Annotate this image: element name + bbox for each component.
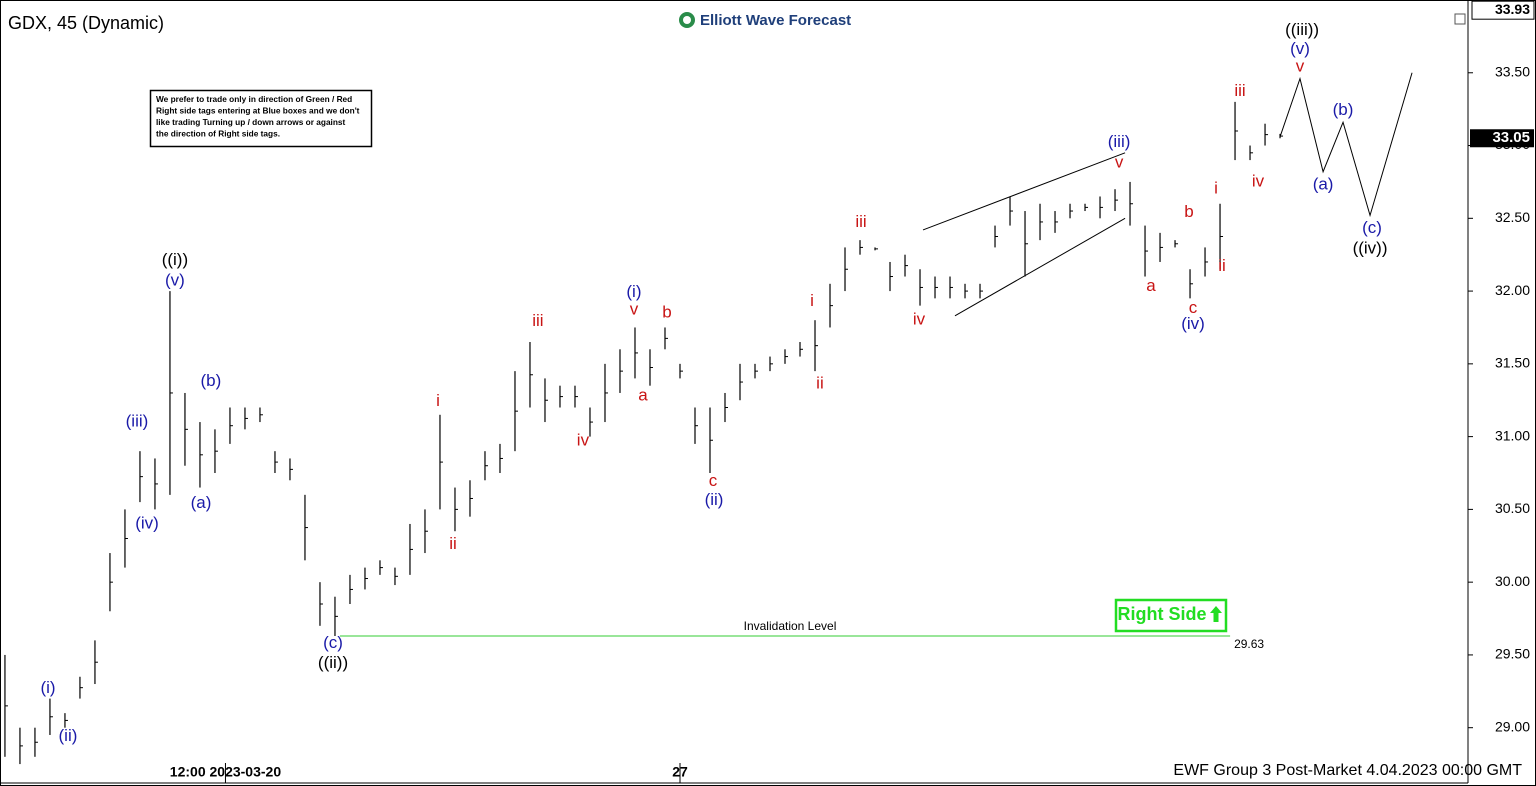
wave-label: iv [913,310,926,329]
badge-arrow [1210,606,1222,622]
wave-label: (v) [165,270,185,289]
wave-label: iii [855,212,866,231]
wave-label: (ii) [705,490,724,509]
wave-label: iv [577,430,590,449]
wave-label: iii [532,311,543,330]
wave-label: ((i)) [162,250,188,269]
wave-label: ((iv)) [1353,238,1388,257]
note: We prefer to trade only in direction of … [156,94,360,139]
y-tick-label: 31.00 [1495,427,1530,443]
wave-label: (iv) [1181,314,1205,333]
y-tick-label: 29.50 [1495,646,1530,662]
note-line: Right side tags entering at Blue boxes a… [156,106,360,116]
wave-label: (b) [1333,100,1354,119]
wave-label: v [1115,152,1124,171]
wave-label: iv [1252,171,1265,190]
wave-label: c [709,471,718,490]
y-tick-label: 32.50 [1495,209,1530,225]
y-tick-label: 31.50 [1495,355,1530,371]
x-tick-label: 27 [672,764,688,780]
wave-label: b [662,302,671,321]
y-tick-label: 33.50 [1495,63,1530,79]
wave-label: ((ii)) [318,653,348,672]
wave-label: b [1184,202,1193,221]
y-tick-label: 30.00 [1495,573,1530,589]
logo-text: Elliott Wave Forecast [700,12,851,29]
wave-label: ((iii)) [1285,20,1319,39]
note-line: like trading Turning up / down arrows or… [156,117,346,127]
wave-label: (a) [191,493,212,512]
invalidation-label: Invalidation Level [744,619,837,633]
note-line: We prefer to trade only in direction of … [156,94,352,104]
icon [1454,13,1466,25]
x-tick-label: 12:00 2023-03-20 [170,764,282,780]
wave-label: i [1214,179,1218,198]
note-box [149,89,373,148]
wave-label: c [1189,298,1198,317]
note-line: the direction of Right side tags. [156,129,280,139]
wave-label: (i) [626,282,641,301]
wave-label: (iii) [1108,132,1131,151]
wave-label: i [810,291,814,310]
wave-label: (c) [323,633,343,652]
wave-label: (iii) [126,412,149,431]
wave-label: (c) [1362,218,1382,237]
wave-label: ii [449,534,457,553]
wave-label: ii [1218,256,1226,275]
wave-label: a [638,385,648,404]
wave-label: ii [816,374,824,393]
y-tick-label: 30.50 [1495,500,1530,516]
wave-label: (ii) [59,726,78,745]
badge-text: Right Side [1118,604,1207,624]
wave-label: v [1296,56,1305,75]
badge-box [1114,598,1228,633]
wave-label: iii [1234,81,1245,100]
wave-label: i [436,391,440,410]
projection-path [1279,72,1413,218]
invalidation-value: 29.63 [1234,637,1264,651]
logo: Elliott Wave Forecast [679,12,851,29]
last-price-label: 33.05 [1492,129,1530,146]
high-label: 33.93 [1495,1,1530,17]
footer: EWF Group 3 Post-Market 4.04.2023 00:00 … [1173,762,1522,779]
wave-label: (i) [40,678,55,697]
wave-label: (b) [201,371,222,390]
trendline [954,217,1126,317]
last-price-box [1470,129,1534,148]
y-tick-label: 29.00 [1495,718,1530,734]
wave-label: (iv) [135,513,159,532]
trendline [922,152,1126,231]
y-tick-label: 32.00 [1495,282,1530,298]
wave-label: (v) [1290,39,1310,58]
high-label-box [1471,0,1535,20]
wave-label: v [630,299,639,318]
wave-label: a [1146,276,1156,295]
wave-label: (a) [1313,174,1334,193]
chart-title: GDX, 45 (Dynamic) [8,13,164,33]
logo-icon-inner [683,16,691,24]
